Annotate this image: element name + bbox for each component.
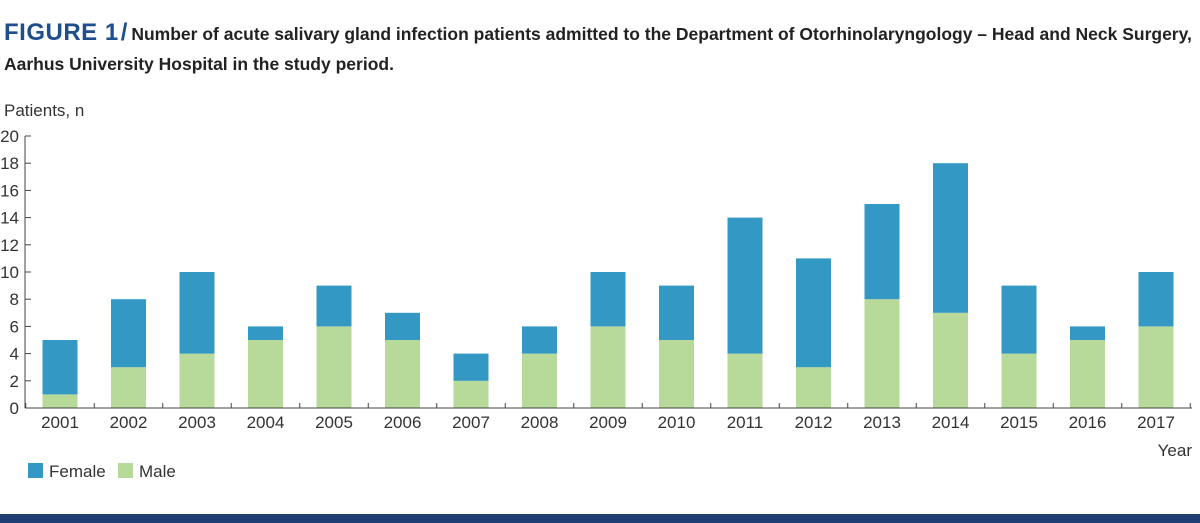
bar-female [111, 299, 146, 368]
x-tick-label: 2012 [795, 413, 833, 432]
legend-swatch-male [118, 463, 133, 478]
x-tick-label: 2016 [1069, 413, 1107, 432]
bar-female [727, 217, 763, 354]
bar-male [111, 367, 146, 408]
figure-caption: FIGURE 1/Number of acute salivary gland … [4, 18, 1194, 79]
x-tick-label: 2015 [1000, 413, 1038, 432]
bar-male [864, 299, 900, 408]
y-tick-label: 12 [0, 236, 19, 255]
y-tick-label: 8 [10, 290, 19, 309]
figure-caption-text: Number of acute salivary gland infection… [4, 24, 1192, 74]
y-tick-label: 4 [10, 345, 19, 364]
legend-label-female: Female [49, 462, 106, 481]
bar-male [385, 340, 420, 408]
y-tick-label: 20 [0, 127, 19, 146]
bar-male [42, 394, 78, 408]
x-tick-label: 2002 [110, 413, 148, 432]
bar-male [590, 326, 626, 408]
bar-female [248, 326, 283, 340]
x-tick-label: 2014 [932, 413, 970, 432]
bar-male [522, 353, 557, 408]
legend-swatch-female [28, 463, 43, 478]
bar-male [248, 340, 283, 408]
y-tick-label: 0 [10, 399, 19, 418]
figure-separator: / [120, 19, 128, 46]
bar-male [453, 380, 489, 408]
bar-male [727, 353, 763, 408]
bar-male [1138, 326, 1174, 408]
figure-label: FIGURE 1 [4, 19, 119, 46]
x-tick-label: 2008 [521, 413, 559, 432]
bar-female [42, 340, 78, 395]
bar-male [659, 340, 694, 408]
y-tick-label: 16 [0, 181, 19, 200]
x-tick-label: 2009 [589, 413, 627, 432]
y-tick-label: 14 [0, 209, 19, 228]
x-tick-label: 2005 [315, 413, 353, 432]
bar-female [316, 285, 352, 327]
bar-male [316, 326, 352, 408]
y-tick-label: 2 [10, 372, 19, 391]
bar-female [385, 312, 420, 340]
bar-female [796, 258, 831, 368]
x-tick-label: 2017 [1137, 413, 1175, 432]
stacked-bar-chart: Patients, n 0 2 4 6 8 10 12 14 16 18 20 2001 2002 2003… [0, 101, 1193, 481]
bar-male [179, 353, 215, 408]
bar-female [864, 204, 900, 300]
bar-female [1138, 272, 1174, 327]
bar-female [1001, 285, 1037, 354]
bar-female [453, 353, 489, 381]
y-axis-label: Patients, n [4, 101, 84, 120]
x-axis-label: Year [1158, 441, 1193, 460]
x-tick-label: 2010 [658, 413, 696, 432]
x-tick-label: 2001 [41, 413, 79, 432]
bar-female [933, 163, 968, 313]
x-tick-label: 2013 [863, 413, 901, 432]
x-tick-label: 2003 [178, 413, 216, 432]
x-tick-label: 2004 [247, 413, 285, 432]
legend-label-male: Male [139, 462, 176, 481]
x-tick-label: 2007 [452, 413, 490, 432]
x-tick-label: 2011 [727, 413, 764, 432]
bar-female [522, 326, 557, 354]
bar-female [590, 272, 626, 327]
bar-female [659, 285, 694, 340]
bar-male [1070, 340, 1105, 408]
x-tick-label: 2006 [384, 413, 422, 432]
bar-female [1070, 326, 1105, 340]
y-tick-label: 10 [0, 263, 19, 282]
bar-male [933, 312, 968, 408]
y-tick-label: 6 [10, 317, 19, 336]
bar-male [1001, 353, 1037, 408]
y-tick-label: 18 [0, 154, 19, 173]
bar-male [796, 367, 831, 408]
bottom-rule [0, 514, 1200, 523]
bar-female [179, 272, 215, 354]
